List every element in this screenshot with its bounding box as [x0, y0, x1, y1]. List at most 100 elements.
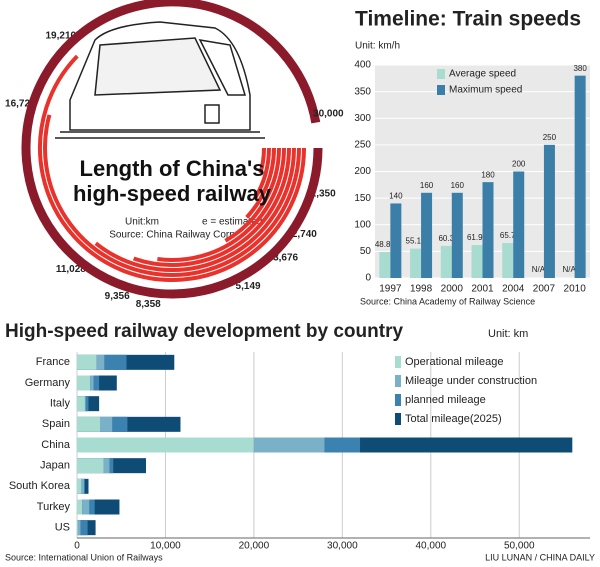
- value-label: 250: [543, 133, 557, 142]
- bar-segment: [77, 396, 85, 412]
- chart-title: High-speed railway development by countr…: [5, 321, 403, 342]
- bar-segment: [96, 354, 105, 370]
- x-tick-label: 2010: [564, 284, 587, 295]
- chart-title: Timeline: Train speeds: [355, 8, 581, 31]
- legend-label: Maximum speed: [449, 85, 522, 96]
- unit-label: Unit: km: [488, 328, 528, 340]
- x-tick-label: 2001: [471, 284, 494, 295]
- credit: LIU LUNAN / CHINA DAILY: [485, 552, 595, 562]
- bar: [440, 245, 452, 278]
- x-tick-label: 40,000: [415, 541, 446, 552]
- value-label: 2,740: [292, 229, 317, 240]
- y-tick-label: Spain: [42, 418, 70, 430]
- bar: [502, 243, 514, 278]
- value-label: 160: [451, 181, 465, 190]
- y-tick-label: Germany: [25, 377, 71, 389]
- x-tick-label: 1997: [379, 284, 402, 295]
- note: e = estimated: [202, 217, 262, 228]
- legend-swatch: [437, 69, 445, 79]
- bar-segment: [253, 437, 325, 453]
- legend-swatch: [395, 375, 401, 387]
- y-tick-label: 250: [354, 140, 371, 151]
- bar: [451, 192, 463, 278]
- ring-arc: [94, 147, 296, 272]
- value-label: 19,210: [45, 30, 76, 41]
- ring-arc: [21, 0, 323, 299]
- ring-arc: [43, 114, 301, 277]
- value-label: 3,676: [273, 252, 298, 263]
- legend-label: Mileage under construction: [405, 375, 537, 387]
- legend-label: Average speed: [449, 69, 516, 80]
- source: Source: International Union of Railways: [5, 552, 163, 562]
- bar-segment: [99, 416, 113, 432]
- value-label: 61.92: [467, 233, 488, 242]
- x-tick-label: 2000: [441, 284, 464, 295]
- value-label: 1,350: [311, 189, 336, 200]
- x-tick-label: 10,000: [150, 541, 181, 552]
- chart-title: Length of China's high-speed railway: [72, 156, 272, 206]
- value-label: N/A: [532, 265, 546, 274]
- bar-segment: [77, 520, 81, 536]
- x-tick-label: 2007: [533, 284, 556, 295]
- bar-segment: [77, 354, 97, 370]
- bar-segment: [77, 458, 104, 474]
- y-tick-label: 150: [354, 193, 371, 204]
- bar-segment: [77, 520, 78, 536]
- x-tick-label: 30,000: [327, 541, 358, 552]
- ring-arc: [38, 54, 306, 282]
- bar-segment: [324, 437, 361, 453]
- x-tick-label: 0: [74, 541, 80, 552]
- bar-segment: [77, 478, 82, 494]
- ring-arc: [252, 147, 271, 201]
- value-label: 16,726: [5, 98, 36, 109]
- value-label: 9,356: [105, 291, 130, 302]
- y-tick-label: 400: [354, 60, 371, 71]
- value-label: 8,358: [136, 299, 161, 310]
- bar-segment: [84, 478, 85, 494]
- bar-segment: [84, 396, 86, 412]
- source: Source: China Railway Corp: [109, 230, 235, 241]
- train-illustration: [55, 21, 265, 139]
- bar-segment: [77, 416, 100, 432]
- legend-swatch: [395, 356, 401, 368]
- bar-segment: [77, 437, 254, 453]
- value-label: 60.3: [438, 234, 454, 243]
- value-label: 160: [420, 181, 434, 190]
- y-tick-label: 100: [354, 219, 371, 230]
- legend-label: Total mileage(2025): [405, 413, 502, 425]
- bar: [390, 203, 402, 278]
- bar-segment: [93, 375, 100, 391]
- bar-segment: [90, 375, 94, 391]
- value-label: 11,028: [56, 264, 86, 275]
- bar-segment: [89, 499, 95, 515]
- y-tick-label: South Korea: [9, 480, 71, 492]
- value-label: 55.16: [406, 237, 427, 246]
- y-tick-label: Japan: [40, 460, 70, 472]
- y-tick-label: 300: [354, 113, 371, 124]
- bar-segment: [80, 520, 88, 536]
- x-tick-label: 20,000: [239, 541, 270, 552]
- value-label: N/A: [562, 265, 576, 274]
- value-label: 5,149: [236, 281, 261, 292]
- legend-swatch: [437, 85, 445, 95]
- bar: [410, 248, 422, 278]
- legend-swatch: [395, 394, 401, 406]
- value-label: 30,000: [313, 109, 344, 120]
- x-tick-label: 50,000: [504, 541, 535, 552]
- y-tick-label: Italy: [50, 398, 71, 410]
- y-tick-label: China: [41, 439, 71, 451]
- legend-label: planned mileage: [405, 394, 486, 406]
- y-tick-label: 0: [365, 273, 371, 284]
- x-tick-label: 2004: [502, 284, 525, 295]
- ring-arc: [245, 147, 276, 219]
- bar: [543, 144, 555, 278]
- source: Source: China Academy of Railway Science: [360, 296, 535, 306]
- bar-segment: [104, 354, 127, 370]
- legend-label: Operational mileage: [405, 356, 503, 368]
- ring-arc: [132, 147, 291, 267]
- y-tick-label: France: [36, 356, 70, 368]
- unit-label: Unit: km/h: [355, 41, 400, 52]
- value-label: 380: [573, 64, 587, 73]
